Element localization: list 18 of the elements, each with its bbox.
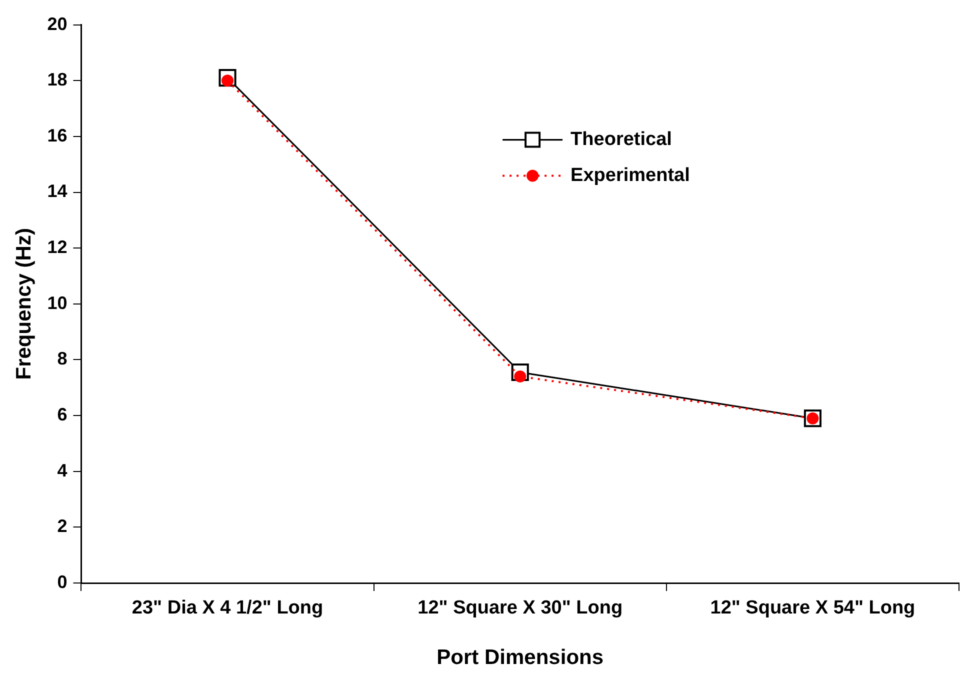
legend-label: Experimental [570,165,690,186]
x-axis-title: Port Dimensions [436,646,604,670]
y-axis-title: Frequency (Hz) [12,228,36,380]
y-tick-label: 12 [47,237,68,258]
y-tick-label: 16 [47,125,68,146]
y-tick-label: 18 [47,70,68,90]
x-tick-label: 12" Square X 30" Long [418,598,623,619]
y-tick-label: 20 [47,14,68,34]
y-tick-label: 8 [57,348,68,369]
y-tick-label: 10 [47,292,68,313]
x-tick-label: 23" Dia X 4 1/2" Long [132,598,324,619]
y-tick-label: 0 [57,572,68,592]
y-tick-label: 6 [57,404,68,425]
y-tick-label: 2 [57,516,68,536]
x-tick-label: 12" Square X 54" Long [710,598,916,619]
y-tick-label: 14 [47,181,68,202]
legend-label: Theoretical [570,129,672,150]
y-tick-label: 4 [57,460,68,480]
